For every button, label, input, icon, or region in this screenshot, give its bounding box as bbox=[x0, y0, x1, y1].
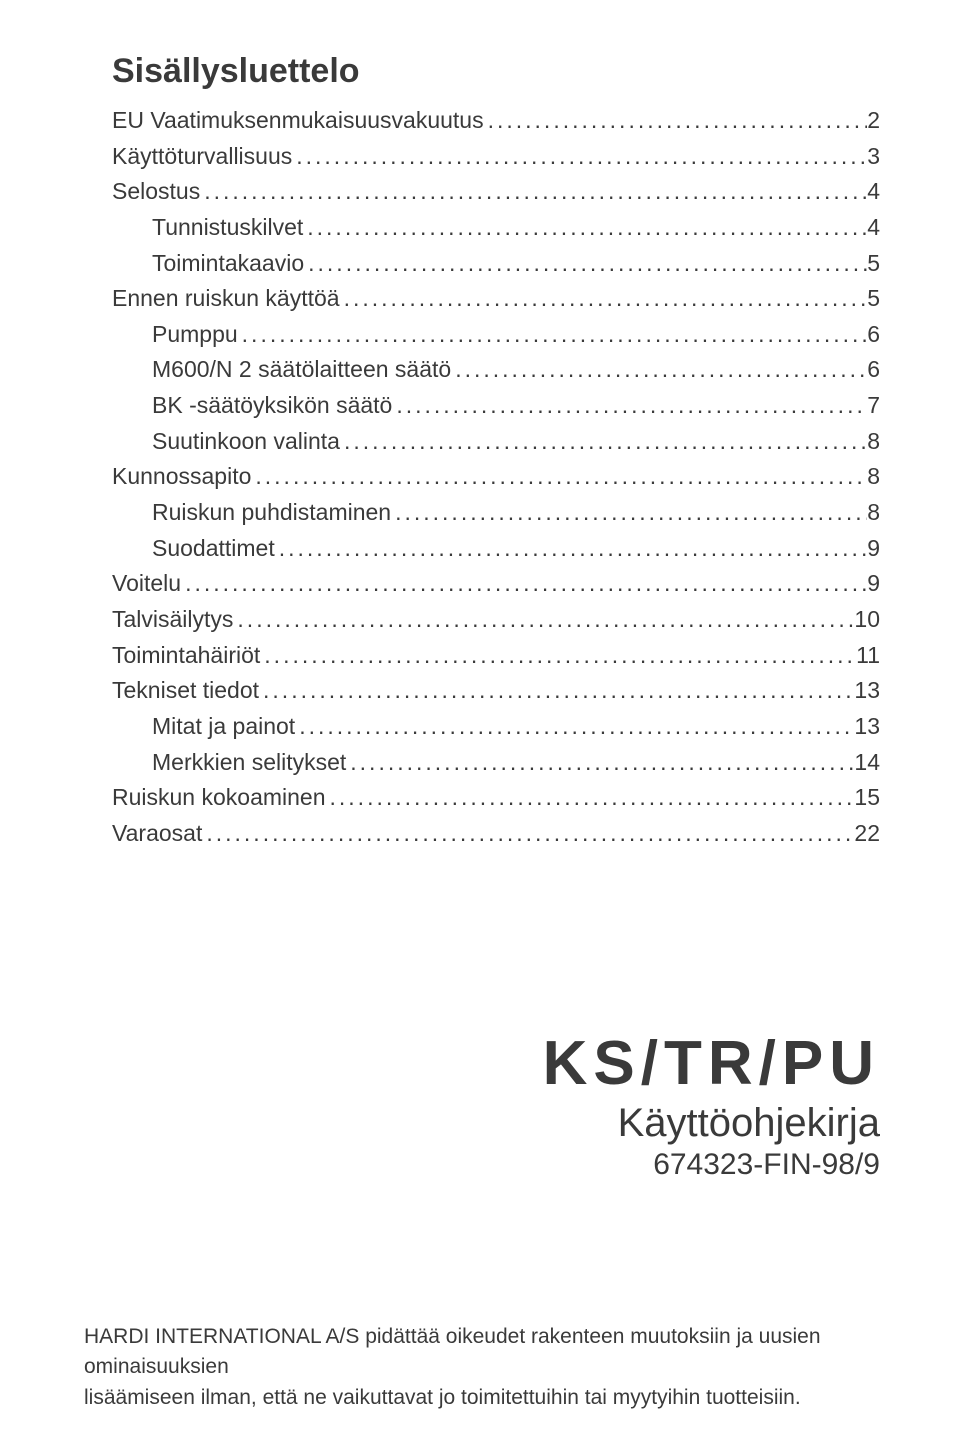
toc-row: Ruiskun kokoaminen......................… bbox=[112, 780, 880, 816]
toc-row: Ruiskun puhdistaminen...................… bbox=[112, 495, 880, 531]
toc-row: Mitat ja painot.........................… bbox=[112, 709, 880, 745]
toc-row: Suodattimet.............................… bbox=[112, 531, 880, 567]
toc-entry-page: 22 bbox=[854, 816, 880, 852]
toc-entry-page: 9 bbox=[867, 531, 880, 567]
toc-dot-leader: ........................................… bbox=[181, 566, 867, 602]
toc-dot-leader: ........................................… bbox=[251, 459, 867, 495]
toc-dot-leader: ........................................… bbox=[451, 352, 867, 388]
toc-row: Varaosat................................… bbox=[112, 816, 880, 852]
toc-entry-page: 4 bbox=[867, 210, 880, 246]
product-docnum: 674323-FIN-98/9 bbox=[112, 1148, 880, 1182]
toc-dot-leader: ........................................… bbox=[238, 317, 868, 353]
footer-disclaimer: HARDI INTERNATIONAL A/S pidättää oikeude… bbox=[84, 1322, 880, 1413]
toc-entry-label: Toimintakaavio bbox=[152, 246, 304, 282]
toc-entry-label: Ennen ruiskun käyttöä bbox=[112, 281, 340, 317]
toc-entry-page: 9 bbox=[867, 566, 880, 602]
toc-row: Pumppu..................................… bbox=[112, 317, 880, 353]
toc-entry-label: Voitelu bbox=[112, 566, 181, 602]
toc-entry-label: Suutinkoon valinta bbox=[152, 424, 340, 460]
toc-entry-label: Talvisäilytys bbox=[112, 602, 233, 638]
toc-entry-page: 7 bbox=[867, 388, 880, 424]
toc-dot-leader: ........................................… bbox=[304, 246, 867, 282]
toc-entry-page: 5 bbox=[867, 281, 880, 317]
toc-row: Käyttöturvallisuus......................… bbox=[112, 139, 880, 175]
toc-dot-leader: ........................................… bbox=[340, 424, 867, 460]
toc-entry-label: Ruiskun puhdistaminen bbox=[152, 495, 391, 531]
toc-entry-label: Ruiskun kokoaminen bbox=[112, 780, 326, 816]
toc-row: Tekniset tiedot.........................… bbox=[112, 673, 880, 709]
toc-entry-page: 5 bbox=[867, 246, 880, 282]
toc-entry-page: 8 bbox=[867, 459, 880, 495]
toc-entry-page: 8 bbox=[867, 424, 880, 460]
toc-entry-page: 14 bbox=[854, 745, 880, 781]
toc-dot-leader: ........................................… bbox=[303, 210, 867, 246]
toc-entry-page: 11 bbox=[856, 638, 880, 674]
toc-dot-leader: ........................................… bbox=[340, 281, 868, 317]
toc-entry-page: 10 bbox=[854, 602, 880, 638]
toc-entry-page: 6 bbox=[867, 352, 880, 388]
toc-title: Sisällysluettelo bbox=[112, 52, 880, 91]
toc-dot-leader: ........................................… bbox=[346, 745, 854, 781]
toc-dot-leader: ........................................… bbox=[233, 602, 854, 638]
toc-dot-leader: ........................................… bbox=[392, 388, 867, 424]
toc-dot-leader: ........................................… bbox=[200, 174, 867, 210]
toc-entry-page: 13 bbox=[854, 709, 880, 745]
product-code: KS/TR/PU bbox=[112, 1028, 880, 1099]
toc-entry-page: 3 bbox=[867, 139, 880, 175]
toc-entry-label: Pumppu bbox=[152, 317, 238, 353]
toc-row: Ennen ruiskun käyttöä...................… bbox=[112, 281, 880, 317]
toc-entry-label: Toimintahäiriöt bbox=[112, 638, 260, 674]
toc-entry-page: 15 bbox=[854, 780, 880, 816]
toc-entry-label: Mitat ja painot bbox=[152, 709, 295, 745]
toc-entry-label: Selostus bbox=[112, 174, 200, 210]
toc-row: Kunnossapito............................… bbox=[112, 459, 880, 495]
toc-row: Merkkien selitykset.....................… bbox=[112, 745, 880, 781]
footer-line: HARDI INTERNATIONAL A/S pidättää oikeude… bbox=[84, 1322, 880, 1383]
toc-dot-leader: ........................................… bbox=[202, 816, 854, 852]
toc-dot-leader: ........................................… bbox=[259, 673, 854, 709]
toc-dot-leader: ........................................… bbox=[292, 139, 867, 175]
toc-entry-label: Suodattimet bbox=[152, 531, 275, 567]
toc-row: M600/N 2 säätölaitteen säätö............… bbox=[112, 352, 880, 388]
toc-dot-leader: ........................................… bbox=[275, 531, 867, 567]
spacer bbox=[112, 851, 880, 967]
toc-entry-page: 4 bbox=[867, 174, 880, 210]
product-subtitle: Käyttöohjekirja bbox=[112, 1101, 880, 1146]
toc-entry-label: Käyttöturvallisuus bbox=[112, 139, 292, 175]
toc-entry-page: 6 bbox=[867, 317, 880, 353]
toc-row: Selostus................................… bbox=[112, 174, 880, 210]
toc-entry-label: Merkkien selitykset bbox=[152, 745, 346, 781]
toc-entry-label: Varaosat bbox=[112, 816, 202, 852]
toc-dot-leader: ........................................… bbox=[484, 103, 868, 139]
toc-row: Talvisäilytys...........................… bbox=[112, 602, 880, 638]
toc-entry-label: M600/N 2 säätölaitteen säätö bbox=[152, 352, 451, 388]
toc-row: BK -säätöyksikön säätö..................… bbox=[112, 388, 880, 424]
toc-entry-page: 2 bbox=[867, 103, 880, 139]
toc-entry-page: 13 bbox=[854, 673, 880, 709]
toc-entry-label: Tunnistuskilvet bbox=[152, 210, 303, 246]
toc-dot-leader: ........................................… bbox=[391, 495, 867, 531]
toc-entry-label: EU Vaatimuksenmukaisuusvakuutus bbox=[112, 103, 484, 139]
toc-dot-leader: ........................................… bbox=[295, 709, 854, 745]
document-page: Sisällysluettelo EU Vaatimuksenmukaisuus… bbox=[0, 0, 960, 1453]
toc-entry-label: Kunnossapito bbox=[112, 459, 251, 495]
product-block: KS/TR/PU Käyttöohjekirja 674323-FIN-98/9 bbox=[112, 1028, 880, 1182]
toc-list: EU Vaatimuksenmukaisuusvakuutus.........… bbox=[112, 103, 880, 851]
toc-row: Voitelu.................................… bbox=[112, 566, 880, 602]
toc-dot-leader: ........................................… bbox=[326, 780, 855, 816]
footer-line: lisäämiseen ilman, että ne vaikuttavat j… bbox=[84, 1383, 880, 1413]
toc-row: Toimintahäiriöt.........................… bbox=[112, 638, 880, 674]
toc-row: Suutinkoon valinta......................… bbox=[112, 424, 880, 460]
toc-row: Toimintakaavio..........................… bbox=[112, 246, 880, 282]
toc-entry-label: BK -säätöyksikön säätö bbox=[152, 388, 392, 424]
toc-entry-label: Tekniset tiedot bbox=[112, 673, 259, 709]
toc-dot-leader: ........................................… bbox=[260, 638, 856, 674]
toc-row: Tunnistuskilvet.........................… bbox=[112, 210, 880, 246]
toc-entry-page: 8 bbox=[867, 495, 880, 531]
toc-row: EU Vaatimuksenmukaisuusvakuutus.........… bbox=[112, 103, 880, 139]
